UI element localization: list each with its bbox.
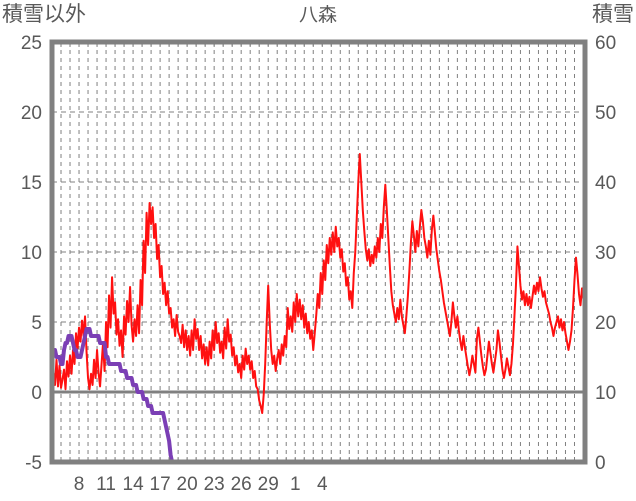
left-tick-label: 25 — [21, 33, 42, 54]
x-axis-tick-labels: 8 11 14 17 20 23 26 29 1 4 — [74, 474, 328, 495]
x-tick-label: 8 — [74, 474, 85, 495]
left-tick-label: -5 — [25, 453, 42, 474]
right-axis-tick-labels: 60 50 40 30 20 10 0 — [595, 33, 616, 474]
left-tick-label: 0 — [31, 383, 42, 404]
left-axis-unit-label: 積雪以外 — [2, 3, 86, 26]
horizontal-gridlines — [52, 111, 585, 323]
right-tick-label: 20 — [595, 313, 616, 334]
right-tick-label: 0 — [595, 453, 606, 474]
data-series-group — [50, 153, 587, 464]
left-tick-label: 5 — [31, 313, 42, 334]
right-tick-label: 30 — [595, 243, 616, 264]
x-tick-label: 11 — [96, 474, 116, 495]
right-axis-unit-label: 積雪 — [592, 3, 634, 26]
x-tick-label: 14 — [123, 474, 145, 495]
right-tick-label: 10 — [595, 383, 616, 404]
chart-title: 八森 — [298, 5, 337, 26]
series-line-other — [51, 153, 586, 414]
x-tick-label: 4 — [317, 474, 328, 495]
x-tick-label: 20 — [177, 474, 198, 495]
left-axis-tick-labels: 25 20 15 10 5 0 -5 — [21, 33, 42, 474]
left-tick-label: 15 — [21, 173, 42, 194]
right-tick-label: 60 — [595, 33, 616, 54]
x-tick-label: 29 — [258, 474, 279, 495]
series-line-snow — [50, 327, 587, 464]
x-tick-label: 23 — [204, 474, 225, 495]
x-tick-label: 17 — [150, 474, 171, 495]
x-tick-label: 26 — [231, 474, 252, 495]
left-tick-label: 20 — [21, 103, 42, 124]
x-tick-label: 1 — [290, 474, 301, 495]
right-tick-label: 50 — [595, 103, 616, 124]
plot-frame — [49, 39, 588, 465]
right-tick-label: 40 — [595, 173, 616, 194]
left-tick-label: 10 — [21, 243, 42, 264]
